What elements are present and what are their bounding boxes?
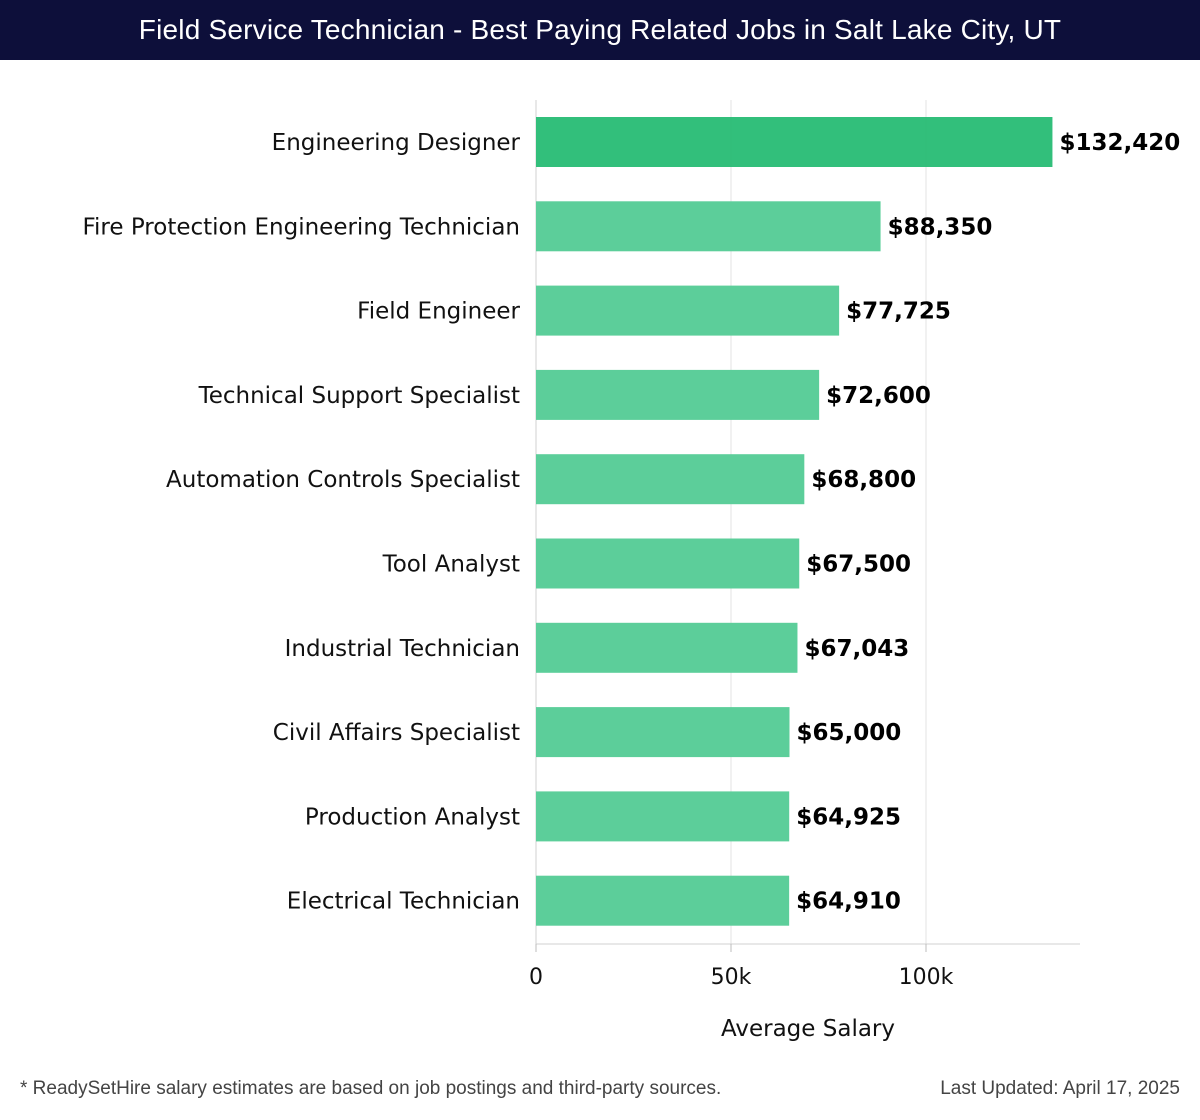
title-bar: Field Service Technician - Best Paying R…: [0, 0, 1200, 60]
value-label: $67,500: [806, 552, 911, 578]
value-label: $68,800: [811, 467, 916, 493]
bar: [536, 791, 790, 842]
category-label: Civil Affairs Specialist: [273, 720, 520, 746]
x-tick-label: 0: [529, 965, 543, 990]
bars: [536, 117, 1053, 926]
category-label: Technical Support Specialist: [198, 383, 520, 409]
x-axis: 0 50k 100k: [529, 943, 1080, 990]
bar: [536, 201, 881, 252]
value-label: $72,600: [826, 383, 931, 409]
value-label: $77,725: [846, 299, 951, 325]
x-tick-label: 50k: [711, 965, 752, 990]
value-label: $88,350: [888, 214, 993, 240]
value-label: $64,910: [796, 889, 901, 915]
x-axis-title: Average Salary: [721, 1016, 895, 1042]
chart-title: Field Service Technician - Best Paying R…: [138, 14, 1062, 45]
x-tick-label: 100k: [899, 965, 954, 990]
category-label: Field Engineer: [357, 299, 520, 325]
category-label: Production Analyst: [305, 804, 520, 830]
value-label: $67,043: [804, 636, 909, 662]
bar: [536, 369, 820, 420]
bar: [536, 707, 790, 758]
footnote: * ReadySetHire salary estimates are base…: [20, 1078, 722, 1099]
bar: [536, 454, 805, 505]
bar: [536, 622, 798, 673]
category-labels: Engineering Designer Fire Protection Engi…: [82, 130, 520, 915]
bar: [536, 285, 840, 336]
category-label: Tool Analyst: [382, 552, 520, 578]
category-label: Electrical Technician: [287, 889, 520, 915]
category-label: Automation Controls Specialist: [166, 467, 520, 493]
bar: [536, 875, 790, 926]
value-label: $64,925: [796, 804, 901, 830]
category-label: Industrial Technician: [285, 636, 520, 662]
last-updated: Last Updated: April 17, 2025: [940, 1078, 1180, 1099]
category-label: Fire Protection Engineering Technician: [82, 214, 520, 240]
category-label: Engineering Designer: [272, 130, 521, 156]
value-labels: $132,420 $88,350 $77,725 $72,600 $68,800 $67,…: [796, 130, 1180, 915]
value-label: $132,420: [1059, 130, 1180, 156]
bar: [536, 117, 1053, 167]
bar-chart: Engineering Designer Fire Protection Engi…: [82, 100, 1180, 1042]
value-label: $65,000: [797, 720, 902, 746]
bar: [536, 538, 800, 589]
